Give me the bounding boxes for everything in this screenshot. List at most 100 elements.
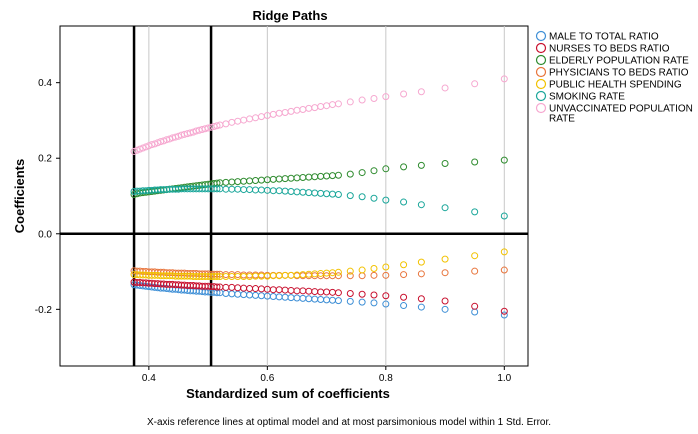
- data-point: [441, 160, 449, 168]
- x-tick-label: 1.0: [497, 373, 511, 384]
- data-point: [382, 292, 390, 300]
- data-point: [370, 291, 378, 299]
- legend-label-line: PUBLIC HEALTH SPENDING: [549, 80, 682, 91]
- data-point: [346, 267, 354, 275]
- legend-label: SMOKING RATE: [549, 92, 625, 103]
- data-point: [382, 196, 390, 204]
- data-point: [471, 252, 479, 260]
- legend-label-line: RATE: [549, 114, 575, 125]
- data-point: [358, 169, 366, 177]
- data-point: [346, 289, 354, 297]
- reference-lines: [60, 26, 528, 366]
- data-point: [334, 289, 342, 297]
- data-point: [400, 271, 408, 279]
- data-point: [370, 299, 378, 307]
- y-tick-label: -0.2: [35, 305, 53, 316]
- data-point: [370, 167, 378, 175]
- data-point: [500, 266, 508, 274]
- data-point: [500, 212, 508, 220]
- data-point: [400, 90, 408, 98]
- legend-label: PHYSICIANS TO BEDS RATIO: [549, 68, 689, 79]
- data-point: [382, 271, 390, 279]
- series-points: [130, 75, 508, 155]
- data-point: [142, 143, 150, 151]
- x-tick-label: 0.8: [379, 373, 393, 384]
- data-point: [382, 93, 390, 101]
- legend-marker: [535, 54, 547, 66]
- data-point: [334, 268, 342, 276]
- legend-label: PUBLIC HEALTH SPENDING: [549, 80, 682, 91]
- data-point: [130, 147, 138, 155]
- legend-label-line: UNVACCINATED POPULATION: [549, 104, 693, 115]
- legend-label: UNVACCINATED POPULATION RATE: [549, 104, 693, 125]
- series-points: [130, 278, 508, 315]
- data-point: [358, 266, 366, 274]
- legend-label-line: PHYSICIANS TO BEDS RATIO: [549, 68, 689, 79]
- data-point: [213, 185, 221, 193]
- footnote: X-axis reference lines at optimal model …: [147, 417, 551, 428]
- data-point: [500, 307, 508, 315]
- legend-marker: [535, 102, 547, 114]
- data-point: [417, 88, 425, 96]
- data-point: [346, 98, 354, 106]
- data-point: [471, 267, 479, 275]
- data-point: [441, 305, 449, 313]
- data-points: [130, 75, 508, 319]
- legend-label-line: MALE TO TOTAL RATIO: [549, 32, 659, 43]
- legend-marker: [535, 42, 547, 54]
- legend-marker: [535, 66, 547, 78]
- data-point: [471, 302, 479, 310]
- data-point: [370, 95, 378, 103]
- data-point: [400, 302, 408, 310]
- data-point: [133, 146, 141, 154]
- data-point: [334, 100, 342, 108]
- data-point: [382, 165, 390, 173]
- data-point: [471, 208, 479, 216]
- data-point: [441, 204, 449, 212]
- data-point: [370, 194, 378, 202]
- data-point: [151, 140, 159, 148]
- legend-label: MALE TO TOTAL RATIO: [549, 32, 659, 43]
- data-point: [136, 145, 144, 153]
- legend-label-line: NURSES TO BEDS RATIO: [549, 44, 670, 55]
- data-point: [500, 156, 508, 164]
- data-point: [500, 248, 508, 256]
- data-point: [382, 263, 390, 271]
- data-point: [471, 80, 479, 88]
- data-point: [400, 198, 408, 206]
- y-axis-label: Coefficients: [12, 159, 27, 233]
- data-point: [139, 144, 147, 152]
- data-point: [334, 272, 342, 280]
- data-point: [213, 272, 221, 280]
- data-point: [346, 192, 354, 200]
- chart-title: Ridge Paths: [252, 8, 327, 23]
- data-point: [334, 190, 342, 198]
- y-tick-label: 0.4: [38, 78, 52, 89]
- data-point: [417, 161, 425, 169]
- legend-label: ELDERLY POPULATION RATE: [549, 56, 689, 67]
- data-point: [358, 96, 366, 104]
- legend-marker: [535, 90, 547, 102]
- x-tick-label: 0.4: [142, 373, 156, 384]
- legend-label-line: ELDERLY POPULATION RATE: [549, 56, 689, 67]
- plot-area: [59, 25, 529, 367]
- x-axis-ticks: 0.4 0.6 0.8 1.0: [142, 366, 512, 384]
- data-point: [400, 261, 408, 269]
- data-point: [441, 84, 449, 92]
- y-tick-label: 0.0: [38, 229, 52, 240]
- data-point: [500, 75, 508, 83]
- data-point: [500, 311, 508, 319]
- data-point: [334, 297, 342, 305]
- data-point: [370, 271, 378, 279]
- legend-marker: [535, 30, 547, 42]
- data-point: [400, 293, 408, 301]
- data-point: [400, 163, 408, 171]
- data-point: [471, 158, 479, 166]
- data-point: [358, 290, 366, 298]
- series-points: [130, 185, 508, 220]
- series-points: [130, 248, 508, 280]
- data-point: [441, 269, 449, 277]
- legend-label-line: SMOKING RATE: [549, 92, 625, 103]
- gridlines: [148, 26, 505, 366]
